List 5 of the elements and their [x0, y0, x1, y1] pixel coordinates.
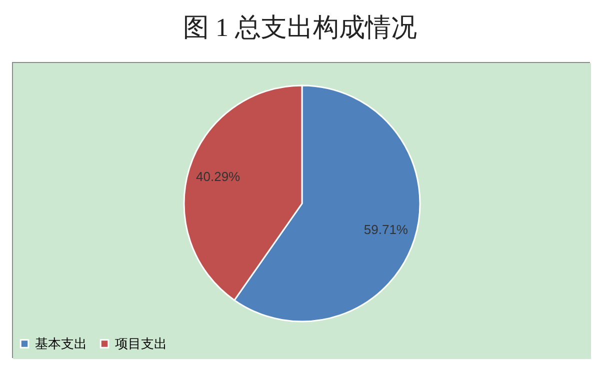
- legend-label: 基本支出: [35, 336, 87, 351]
- data-label: 40.29%: [196, 169, 241, 184]
- chart-title: 图 1 总支出构成情况: [182, 12, 418, 44]
- data-label: 59.71%: [364, 222, 408, 237]
- legend-label: 项目支出: [115, 336, 167, 351]
